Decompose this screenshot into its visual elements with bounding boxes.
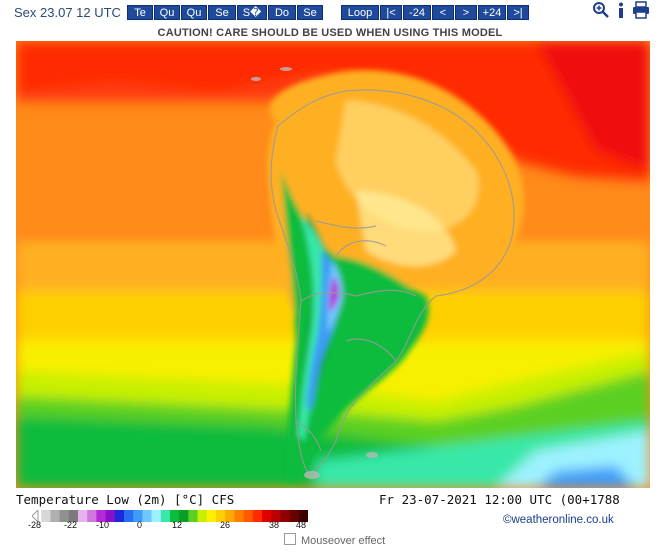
scale-cell bbox=[216, 510, 226, 522]
scale-tick: 26 bbox=[220, 520, 231, 530]
caution-banner: CAUTION! CARE SHOULD BE USED WHEN USING … bbox=[157, 27, 503, 39]
mouseover-toggle[interactable]: Mouseover effect bbox=[284, 533, 385, 547]
scale-tick: 48 bbox=[296, 520, 307, 530]
scale-left-arrow bbox=[32, 510, 39, 522]
scale-cell bbox=[68, 510, 79, 522]
top-toolbar: Sex 23.07 12 UTC Te Qu Qu Se S� Do Se Lo… bbox=[0, 0, 660, 26]
scale-cell bbox=[78, 510, 88, 522]
loop-button[interactable]: Loop bbox=[341, 5, 379, 20]
forecast-date-label: Sex 23.07 12 UTC bbox=[14, 5, 121, 20]
scale-cell bbox=[271, 510, 281, 522]
day-button-7[interactable]: Se bbox=[297, 5, 323, 20]
day-button-3[interactable]: Qu bbox=[181, 5, 207, 20]
scale-cell bbox=[234, 510, 244, 522]
scale-cell bbox=[50, 510, 60, 522]
mouseover-checkbox[interactable] bbox=[284, 533, 296, 545]
back-24-button[interactable]: -24 bbox=[403, 5, 431, 20]
scale-cell bbox=[262, 510, 272, 522]
forward-24-button[interactable]: +24 bbox=[478, 5, 506, 20]
day-button-5[interactable]: S� bbox=[237, 5, 267, 20]
scale-tick: 38 bbox=[269, 520, 280, 530]
scale-cell bbox=[105, 510, 116, 522]
scale-cell bbox=[170, 510, 180, 522]
scale-cell bbox=[206, 510, 217, 522]
color-scale-bar bbox=[32, 510, 308, 522]
scale-cell bbox=[87, 510, 97, 522]
last-button[interactable]: >| bbox=[507, 5, 529, 20]
scale-cell bbox=[59, 510, 70, 522]
scale-cell bbox=[151, 510, 162, 522]
scale-tick: 0 bbox=[137, 520, 143, 530]
scale-cell bbox=[160, 510, 171, 522]
scale-tick: -28 bbox=[28, 520, 42, 530]
scale-cell bbox=[280, 510, 290, 522]
print-icon[interactable] bbox=[632, 1, 650, 19]
day-button-4[interactable]: Se bbox=[208, 5, 236, 20]
day-button-6[interactable]: Do bbox=[268, 5, 296, 20]
mouseover-label: Mouseover effect bbox=[301, 535, 386, 547]
day-button-1[interactable]: Te bbox=[127, 5, 153, 20]
temperature-map[interactable] bbox=[16, 41, 650, 488]
scale-tick: -10 bbox=[96, 520, 110, 530]
scale-cell bbox=[252, 510, 263, 522]
info-icon[interactable] bbox=[612, 1, 630, 19]
valid-time-label: Fr 23-07-2021 12:00 UTC (00+1788 bbox=[379, 492, 620, 507]
scale-cell bbox=[197, 510, 208, 522]
map-title: Temperature Low (2m) [°C] CFS bbox=[16, 492, 235, 507]
next-button[interactable]: > bbox=[455, 5, 477, 20]
scale-tick: -22 bbox=[64, 520, 78, 530]
scale-cell bbox=[298, 510, 308, 522]
scale-cell bbox=[243, 510, 254, 522]
scale-cell bbox=[225, 510, 235, 522]
scale-cell bbox=[124, 510, 134, 522]
scale-cell bbox=[142, 510, 152, 522]
scale-cell bbox=[133, 510, 143, 522]
scale-cell bbox=[188, 510, 198, 522]
scale-cell bbox=[41, 510, 51, 522]
zoom-icon[interactable] bbox=[592, 1, 610, 19]
scale-cell bbox=[114, 510, 125, 522]
credit-link[interactable]: ©weatheronline.co.uk bbox=[503, 514, 614, 526]
day-button-2[interactable]: Qu bbox=[154, 5, 180, 20]
first-button[interactable]: |< bbox=[380, 5, 402, 20]
scale-cell bbox=[179, 510, 189, 522]
scale-tick: 12 bbox=[172, 520, 183, 530]
prev-button[interactable]: < bbox=[432, 5, 454, 20]
scale-cell bbox=[96, 510, 106, 522]
scale-cell bbox=[289, 510, 300, 522]
